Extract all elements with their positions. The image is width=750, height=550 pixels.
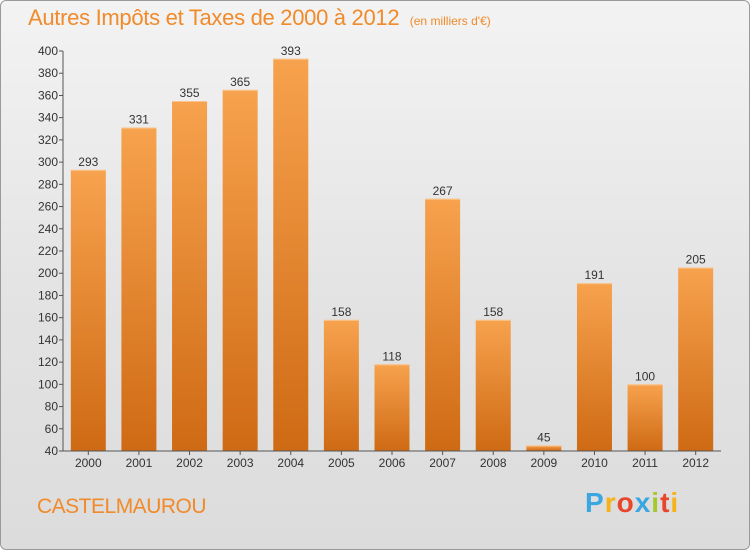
bar [70,169,106,451]
x-tick-label: 2003 [227,456,254,470]
y-tick-label: 360 [38,88,58,102]
y-tick-label: 300 [38,155,58,169]
bar [576,283,612,451]
x-tick-label: 2006 [379,456,406,470]
x-tick-label: 2010 [581,456,608,470]
y-tick-label: 40 [45,444,59,458]
x-tick-label: 2004 [277,456,304,470]
y-tick-label: 120 [38,355,58,369]
chart-title: Autres Impôts et Taxes de 2000 à 2012 [28,5,400,30]
data-label: 393 [281,44,301,58]
y-tick-label: 160 [38,311,58,325]
logo-letter: P [585,487,605,518]
chart-title-block: Autres Impôts et Taxes de 2000 à 2012 (e… [28,5,491,31]
chart-subtitle: (en milliers d'€) [409,14,491,28]
logo-letter: i [651,487,661,518]
bar [172,101,208,451]
bar [627,384,663,451]
y-tick-label: 140 [38,333,58,347]
y-tick-label: 220 [38,244,58,258]
bar [475,319,511,451]
x-tick-label: 2011 [632,456,658,470]
bars: 293 331 355 365 393 158 118 267 158 45 191 100 205 [70,44,714,452]
x-tick-label: 2007 [429,456,456,470]
bar [121,127,157,452]
data-label: 205 [686,253,706,267]
x-tick-label: 2005 [328,456,355,470]
y-tick-label: 100 [38,377,58,391]
bar [323,319,359,451]
data-label: 158 [483,305,503,319]
y-tick-label: 260 [38,200,58,214]
x-axis: 2000 2001 2002 2003 2004 2005 2006 2007 2008 2009… [63,450,721,470]
data-label: 100 [635,369,655,383]
data-label: 293 [78,155,98,169]
data-label: 45 [537,430,551,444]
logo-letter: r [604,487,617,518]
logo-letter: i [670,487,680,518]
y-tick-label: 180 [38,288,58,302]
data-label: 158 [331,305,351,319]
bar [222,89,258,451]
y-tick-label: 280 [38,177,58,191]
data-label: 331 [129,113,149,127]
y-tick-label: 80 [45,400,59,414]
bar [374,364,410,451]
logo-letter: o [616,487,635,518]
proxiti-logo: Proxiti [585,487,679,519]
x-tick-label: 2000 [75,456,102,470]
bar [526,445,562,451]
y-tick-label: 60 [45,422,59,436]
logo-letter: t [660,487,671,518]
logo-letter: x [634,487,652,518]
data-label: 267 [433,184,453,198]
x-tick-label: 2002 [176,456,203,470]
data-label: 191 [584,268,604,282]
x-tick-label: 2008 [480,456,507,470]
y-tick-label: 240 [38,222,58,236]
location-label: CASTELMAUROU [37,495,207,518]
x-tick-label: 2012 [682,456,709,470]
y-tick-label: 340 [38,111,58,125]
y-tick-label: 400 [38,44,58,58]
y-axis: 40 60 80 100 120 140 160 180 200 220 240 260 280 300 3… [38,44,64,458]
bar [273,58,309,452]
y-tick-label: 380 [38,66,58,80]
bar [678,267,714,451]
x-tick-label: 2009 [530,456,557,470]
y-tick-label: 200 [38,266,58,280]
x-tick-label: 2001 [126,456,153,470]
data-label: 365 [230,75,250,89]
bar [425,198,461,451]
data-label: 118 [382,349,401,363]
data-label: 355 [180,86,200,100]
y-tick-label: 320 [38,133,58,147]
